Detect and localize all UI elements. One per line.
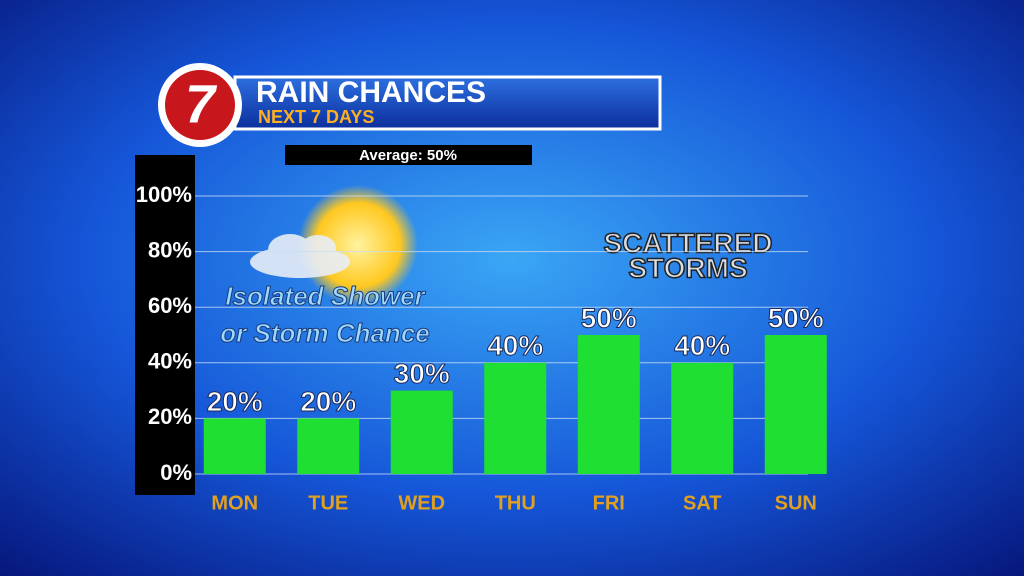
logo-text: 7 [185,74,218,134]
average-label: Average: 50% [359,147,457,164]
cloud-icon [250,234,350,278]
chart-subtitle: NEXT 7 DAYS [258,107,374,127]
x-tick-label: WED [398,492,445,514]
x-tick-label: MON [211,492,258,514]
x-tick-label: SUN [775,492,817,514]
y-tick-label: 100% [136,182,192,207]
bar [484,362,547,474]
annotation-right: SCATTERED [603,227,772,258]
annotation-left: or Storm Chance [220,318,430,348]
value-label: 50% [768,302,824,333]
y-tick-label: 80% [148,237,192,262]
logo [165,70,235,140]
y-tick-label: 60% [148,293,192,318]
value-label: 40% [487,330,543,361]
bar [297,418,360,474]
x-tick-label: FRI [593,492,625,514]
bar [671,362,734,474]
y-tick-label: 0% [160,460,192,485]
y-tick-label: 40% [148,349,192,374]
value-label: 40% [674,330,730,361]
bar [203,418,266,474]
bar [577,335,640,474]
bar [390,390,453,474]
value-label: 30% [394,358,450,389]
annotation-right: STORMS [628,252,747,283]
axis-panel [135,155,195,495]
value-label: 20% [300,386,356,417]
value-label: 50% [581,302,637,333]
annotation-left: Isolated Shower [225,281,426,311]
x-tick-label: SAT [683,492,722,514]
x-tick-label: TUE [308,492,348,514]
bar [764,335,827,474]
plot: 0% 20% 40% 60% 80% 100% 20% MON 20% TUE 30% WED 40% T… [136,182,827,514]
chart-title: RAIN CHANCES [256,76,486,109]
value-label: 20% [207,386,263,417]
average-box [285,145,532,165]
y-tick-label: 20% [148,404,192,429]
x-tick-label: THU [495,492,536,514]
title-banner [233,75,662,131]
